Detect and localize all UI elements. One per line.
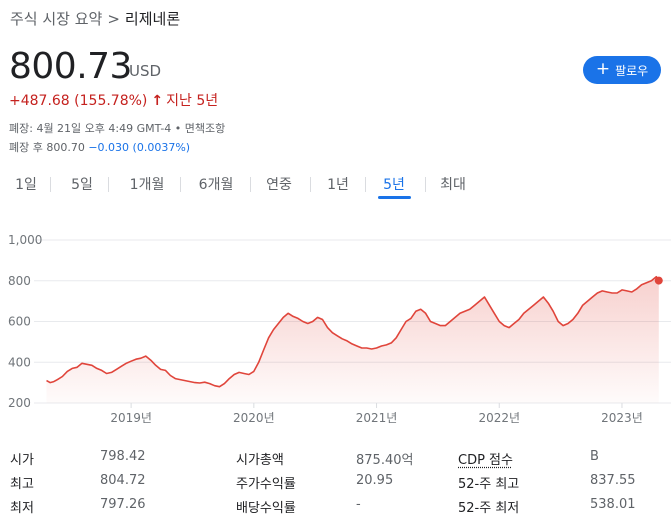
stat-label-market-cap: 시가총액 <box>236 453 284 468</box>
x-tick-label: 2021년 <box>356 411 398 425</box>
tab-1d[interactable]: 1일 <box>15 177 37 193</box>
stat-value-market-cap: 875.40억 <box>356 453 414 468</box>
arrow-up-icon: ↑ <box>151 93 164 109</box>
tab-divider <box>425 177 426 192</box>
plus-icon: + <box>595 58 611 79</box>
tab-divider <box>50 177 51 192</box>
after-hours-info: 폐장 후 800.70 −0.030 (0.0037%) <box>9 139 190 155</box>
y-tick-label: 800 <box>8 274 31 288</box>
tab-divider <box>108 177 109 192</box>
tab-divider <box>310 177 311 192</box>
y-tick-label: 1,000 <box>8 233 42 247</box>
price-series-line <box>46 275 660 388</box>
stat-label-52w-low: 52-주 최저 <box>458 501 520 516</box>
y-tick-label: 400 <box>8 355 31 369</box>
tab-max[interactable]: 최대 <box>440 177 466 193</box>
market-closed-info: 폐장: 4월 21일 오후 4:49 GMT-4 • 면책조항 <box>9 122 226 135</box>
breadcrumb-parent-link[interactable]: 주식 시장 요약 <box>10 10 103 28</box>
stat-label-pe-ratio: 주가수익률 <box>236 477 296 492</box>
stat-label-52w-high: 52-주 최고 <box>458 477 520 492</box>
active-tab-underline <box>378 196 411 199</box>
breadcrumb-current: 리제네론 <box>124 10 181 28</box>
x-tick-label: 2020년 <box>233 411 275 425</box>
price-chart[interactable]: 1,000 800 600 400 200 2019년 2020년 2021년 2022년 202… <box>0 222 671 430</box>
tab-1y[interactable]: 1년 <box>327 177 349 193</box>
price-area-fill <box>46 276 659 403</box>
last-price-dot <box>654 276 663 285</box>
tab-5d[interactable]: 5일 <box>71 177 93 193</box>
price-change: +487.68 (155.78%) ↑ 지난 5년 <box>9 90 218 110</box>
stat-value-52w-high: 837.55 <box>590 473 636 488</box>
x-tick-label: 2023년 <box>601 411 643 425</box>
tab-divider <box>365 177 366 192</box>
follow-button-label: 팔로우 <box>615 63 649 78</box>
tab-ytd[interactable]: 연중 <box>266 177 292 193</box>
tab-divider <box>250 177 251 192</box>
stat-value-dividend-yield: - <box>356 497 361 512</box>
currency-label: USD <box>129 62 162 80</box>
x-tick-label: 2022년 <box>478 411 520 425</box>
stat-label-open: 시가 <box>10 453 34 468</box>
stat-value-pe-ratio: 20.95 <box>356 473 394 488</box>
y-tick-label: 200 <box>8 396 31 410</box>
stat-label-cdp-score[interactable]: CDP 점수 <box>458 453 513 468</box>
change-period: 지난 5년 <box>166 93 219 109</box>
stat-label-dividend-yield: 배당수익률 <box>236 501 296 516</box>
range-tabs: 1일 5일 1개월 6개월 연중 1년 5년 최대 <box>0 170 671 200</box>
stat-value-high: 804.72 <box>100 473 146 488</box>
stock-price: 800.73 <box>9 46 132 87</box>
price-change-value: +487.68 (155.78%) <box>9 93 148 109</box>
stat-value-open: 798.42 <box>100 449 146 464</box>
follow-button[interactable]: + 팔로우 <box>583 56 661 84</box>
tab-6m[interactable]: 6개월 <box>198 177 234 193</box>
y-tick-label: 600 <box>8 315 31 329</box>
stat-label-high: 최고 <box>10 477 34 492</box>
stat-label-low: 최저 <box>10 501 34 516</box>
stat-value-52w-low: 538.01 <box>590 497 636 512</box>
stat-value-cdp-score: B <box>590 449 599 464</box>
after-hours-price: 폐장 후 800.70 <box>9 141 85 154</box>
stat-value-low: 797.26 <box>100 497 146 512</box>
breadcrumb-separator: > <box>107 10 120 28</box>
x-tick-label: 2019년 <box>110 411 152 425</box>
tab-1m[interactable]: 1개월 <box>129 177 165 193</box>
tab-divider <box>180 177 181 192</box>
tab-5y[interactable]: 5년 <box>383 177 405 193</box>
breadcrumb: 주식 시장 요약 > 리제네론 <box>10 8 180 29</box>
after-hours-change: −0.030 (0.0037%) <box>88 141 191 154</box>
